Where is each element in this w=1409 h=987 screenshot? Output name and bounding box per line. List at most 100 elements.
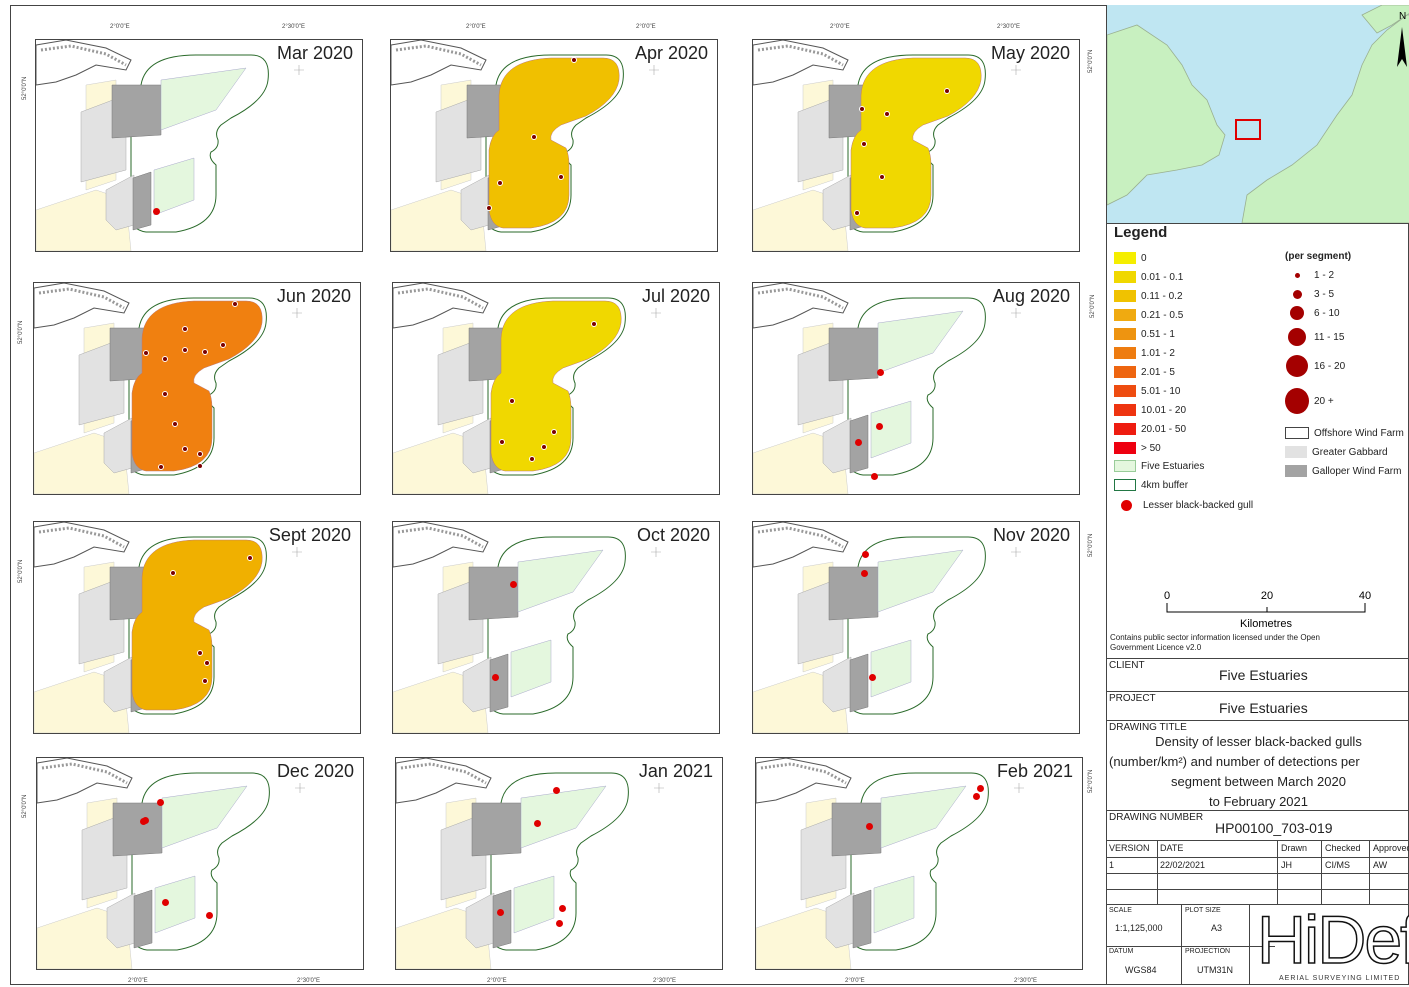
map-svg <box>753 283 1021 494</box>
segment-detection-point <box>551 429 557 435</box>
segment-detection-point <box>531 134 537 140</box>
segment-detection-point <box>497 180 503 186</box>
client-value: Five Estuaries <box>1219 667 1308 683</box>
gull-detection-point <box>972 792 980 800</box>
longitude-tick-label: 2°0'0"E <box>845 978 865 984</box>
approved-value: AW <box>1373 860 1388 870</box>
map-panel: Feb 2021 <box>755 757 1083 970</box>
segment-detection-point <box>170 570 176 576</box>
latitude-tick-label: 52°0'0"N <box>18 320 24 344</box>
gabbard-swatch <box>1285 446 1307 458</box>
gull-detection-point <box>976 784 984 792</box>
latitude-tick-label: 52°0'0"N <box>1088 769 1094 793</box>
gull-detection-point <box>152 207 160 215</box>
gull-detection-point <box>491 673 499 681</box>
latitude-tick-label: 52°0'0"N <box>22 76 28 100</box>
map-svg <box>36 40 304 251</box>
density-surface <box>850 57 982 229</box>
map-svg <box>753 522 1021 733</box>
segment-detection-point <box>220 342 226 348</box>
map-panel: Dec 2020 <box>36 757 364 970</box>
segment-detection-point <box>158 464 164 470</box>
legend-gabbard: Greater Gabbard <box>1285 446 1388 458</box>
drawn-value: JH <box>1281 860 1292 870</box>
client-label: CLIENT <box>1109 660 1145 671</box>
segment-detection-point <box>854 210 860 216</box>
longitude-tick-label: 2°30'0"E <box>653 978 677 984</box>
checked-value: CI/MS <box>1325 860 1351 870</box>
longitude-tick-label: 2°0'0"E <box>830 24 850 30</box>
map-svg <box>396 758 664 969</box>
sidebar: N Legend 0 0.01 - 0.1 0.11 - 0.2 0.21 - 0.5… <box>1106 5 1409 985</box>
latitude-tick-label: 52°0'0"N <box>1090 294 1096 318</box>
segment-detection-point <box>861 141 867 147</box>
density-swatch <box>1114 385 1136 397</box>
drawing-number: HP00100_703-019 <box>1215 820 1333 836</box>
map-svg <box>37 758 305 969</box>
segment-label: 11 - 15 <box>1314 331 1345 343</box>
segment-detection-point <box>202 349 208 355</box>
buffer-swatch <box>1114 479 1136 491</box>
segment-detection-point <box>247 555 253 561</box>
location-inset-map: N <box>1107 5 1409 224</box>
segment-detection-point <box>591 321 597 327</box>
map-svg <box>34 522 302 733</box>
segment-detection-point <box>197 463 203 469</box>
map-svg <box>756 758 1024 969</box>
scale-tick-20: 20 <box>1261 590 1273 602</box>
galloper-label: Galloper Wind Farm <box>1312 465 1402 477</box>
drawing-title-line-1: Density of lesser black-backed gulls <box>1155 734 1362 749</box>
segment-detection-point <box>202 678 208 684</box>
gull-detection-point <box>552 786 560 794</box>
legend-title: Legend <box>1114 224 1168 241</box>
legend-segment-item: 3 - 5 <box>1285 288 1335 300</box>
density-surface <box>131 300 263 472</box>
gull-detection-point <box>876 368 884 376</box>
date-value: 22/02/2021 <box>1160 860 1206 870</box>
legend-segment-item: 16 - 20 <box>1285 355 1345 377</box>
map-month-title: Oct 2020 <box>633 525 713 546</box>
gull-detection-point <box>509 580 517 588</box>
segment-detection-point <box>143 350 149 356</box>
longitude-tick-label: 2°30'0"E <box>282 24 306 30</box>
latitude-tick-label: 52°0'0"N <box>1088 49 1094 73</box>
map-svg <box>391 40 659 251</box>
scale-unit: Kilometres <box>1240 618 1292 630</box>
plot-size-value: A3 <box>1211 923 1223 933</box>
segment-dot-icon <box>1285 289 1309 299</box>
gull-detection-point <box>161 898 169 906</box>
scale-bar: 0 20 40 Kilometres <box>1164 590 1371 630</box>
drawing-title-label: DRAWING TITLE <box>1109 722 1187 733</box>
gull-detection-point <box>865 822 873 830</box>
legend-density-item: 0.01 - 0.1 <box>1114 270 1183 284</box>
segment-label: 3 - 5 <box>1314 288 1335 300</box>
density-label: 0.21 - 0.5 <box>1141 309 1184 321</box>
scale-tick-0: 0 <box>1164 590 1170 602</box>
drawn-label: Drawn <box>1281 843 1308 853</box>
gull-detection-point <box>156 798 164 806</box>
datum-value: WGS84 <box>1125 965 1157 975</box>
map-panel: Jan 2021 <box>395 757 723 970</box>
density-swatch <box>1114 290 1136 302</box>
legend-density-item: 20.01 - 50 <box>1114 422 1186 436</box>
legend-density-item: 5.01 - 10 <box>1114 384 1180 398</box>
checked-label: Checked <box>1325 843 1361 853</box>
england-landmass <box>1107 24 1226 206</box>
segment-detection-point <box>571 57 577 63</box>
netherlands-coast <box>1361 5 1409 34</box>
project-value: Five Estuaries <box>1219 700 1308 716</box>
segment-label: 6 - 10 <box>1314 307 1340 319</box>
continent-landmass <box>1241 14 1409 223</box>
segment-label: 16 - 20 <box>1314 360 1346 372</box>
segment-detection-point <box>879 174 885 180</box>
version-label: VERSION <box>1109 843 1150 853</box>
density-label: > 50 <box>1141 442 1161 454</box>
latitude-tick-label: 52°0'0"N <box>22 794 28 818</box>
study-area-box <box>1235 119 1261 140</box>
segment-detection-point <box>182 347 188 353</box>
segment-detection-point <box>232 301 238 307</box>
gull-detection-point <box>860 569 868 577</box>
segment-detection-point <box>944 88 950 94</box>
density-label: 2.01 - 5 <box>1141 366 1175 378</box>
density-surface <box>488 57 620 229</box>
